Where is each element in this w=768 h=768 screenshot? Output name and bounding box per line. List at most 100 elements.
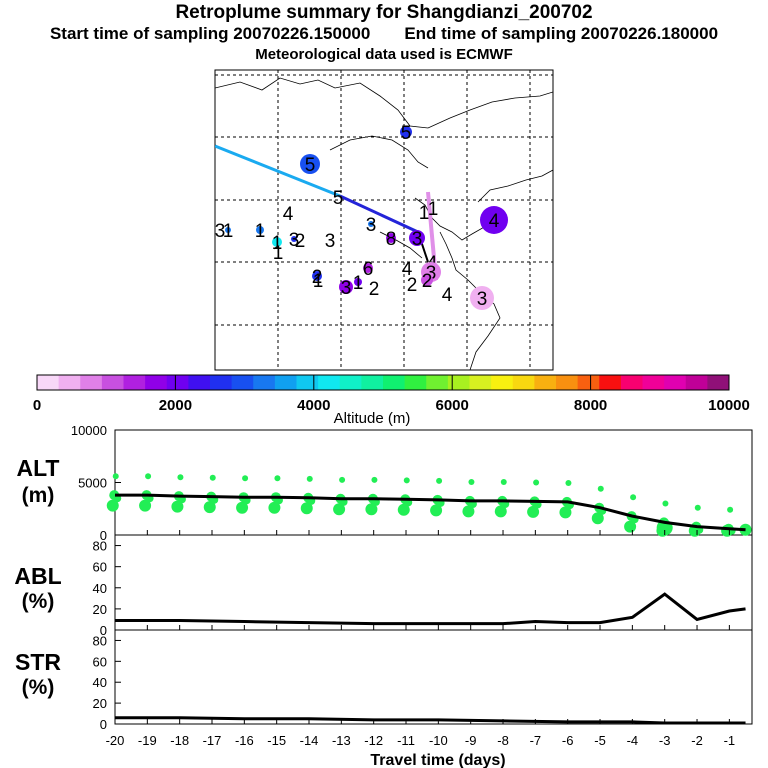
altitude-particle [436, 477, 443, 484]
trajectory-segment [215, 144, 341, 198]
alt-axis-unit: (m) [22, 484, 55, 507]
x-tick-label: -4 [627, 733, 639, 748]
cluster-marker [480, 206, 508, 234]
altitude-particle [527, 505, 540, 518]
colorbar-cell [664, 375, 687, 390]
str-axis-label: STR [15, 649, 61, 675]
colorbar-cell [599, 375, 622, 390]
colorbar-cell [556, 375, 579, 390]
cluster-label: 4 [489, 211, 500, 232]
altitude-particle [533, 479, 540, 486]
colorbar-tick-label: 10000 [708, 397, 750, 414]
altitude-particle [462, 505, 475, 518]
cluster-label: 5 [305, 155, 316, 176]
colorbar-tick-label: 4000 [297, 397, 330, 414]
x-tick-label: -7 [530, 733, 542, 748]
time-series-panels: ALT (m) ABL (%) STR (%) 0 5000 10000 0 20 40 6… [14, 423, 753, 768]
cluster-label: 4 [442, 285, 453, 306]
x-tick-label: -16 [235, 733, 254, 748]
x-tick-label: -10 [429, 733, 448, 748]
altitude-particle [559, 506, 572, 519]
cluster-label: 3 [325, 231, 336, 252]
x-tick-label: -11 [397, 733, 415, 748]
altitude-particle [177, 474, 184, 481]
cluster-label: 3 [341, 278, 352, 299]
abl-y-tick-label: 60 [93, 560, 107, 575]
map-panel: 5554113311431218346243223113423 [214, 69, 554, 371]
cluster-marker [339, 280, 353, 294]
colorbar-cell [447, 375, 470, 390]
colorbar-cell [37, 375, 60, 390]
alt-panel-frame [114, 429, 753, 536]
x-tick-label: -13 [332, 733, 351, 748]
alt-axis-label: ALT [16, 455, 59, 481]
altitude-particle [365, 503, 378, 516]
cluster-marker [354, 278, 362, 286]
colorbar-cell [274, 375, 297, 390]
x-tick-label: -14 [300, 733, 319, 748]
x-tick-label: -1 [724, 733, 736, 748]
str-y-tick-label: 40 [93, 675, 107, 690]
cluster-marker [225, 227, 231, 233]
cluster-marker [272, 237, 282, 247]
colorbar-cell [58, 375, 81, 390]
cluster-marker [421, 274, 433, 286]
abl-series-line [115, 592, 746, 626]
cluster-label: 4 [402, 259, 413, 280]
altitude-particle [662, 500, 669, 507]
cluster-marker [256, 226, 264, 234]
colorbar-cell [426, 375, 449, 390]
colorbar-cell [339, 375, 362, 390]
chart-title: Retroplume summary for Shangdianzi_20070… [175, 2, 593, 23]
colorbar-cell [707, 375, 730, 390]
str-series-line [115, 716, 746, 725]
cluster-label: 2 [422, 271, 433, 292]
cluster-label: 2 [312, 267, 323, 288]
cluster-label: 1 [255, 221, 266, 242]
cluster-marker [368, 221, 374, 227]
x-tick-label: -9 [465, 733, 477, 748]
cluster-marker [363, 263, 373, 273]
cluster-label: 3 [477, 289, 488, 310]
alt-y-tick-label: 0 [100, 528, 107, 543]
trajectory-clusters: 5554113311431218346243223113423 [215, 123, 508, 310]
x-tick-label: -2 [691, 733, 703, 748]
cluster-label: 2 [407, 275, 418, 296]
altitude-particle [203, 501, 216, 514]
cluster-label: 5 [401, 123, 412, 144]
altitude-particle [242, 475, 249, 482]
altitude-particle [403, 477, 410, 484]
altitude-particle [139, 499, 152, 512]
x-tick-label: -19 [138, 733, 157, 748]
altitude-particle [106, 499, 119, 512]
altitude-particle [171, 500, 184, 513]
met-data-label: Meteorological data used is ECMWF [255, 46, 513, 63]
abl-panel-frame [114, 534, 753, 631]
x-tick-label: -15 [267, 733, 286, 748]
altitude-particle [274, 475, 281, 482]
cluster-marker [291, 236, 297, 242]
cluster-label: 1 [428, 199, 439, 220]
cluster-label: 3 [289, 230, 300, 251]
colorbar-cell [491, 375, 514, 390]
cluster-label: 2 [295, 231, 306, 252]
x-tick-label: -18 [170, 733, 189, 748]
altitude-particle [565, 480, 572, 487]
colorbar-cell [620, 375, 643, 390]
altitude-particle [268, 501, 281, 514]
x-tick-label: -6 [562, 733, 574, 748]
cluster-label: 1 [273, 243, 284, 264]
cluster-label: 3 [426, 263, 437, 284]
altitude-particle [300, 502, 313, 515]
altitude-particle [333, 503, 346, 516]
colorbar-cell [404, 375, 427, 390]
altitude-particle [430, 504, 443, 517]
trajectory-segment [339, 194, 419, 234]
x-tick-label: -8 [497, 733, 509, 748]
colorbar-frame [36, 374, 730, 391]
cluster-label: 3 [215, 221, 226, 242]
colorbar-tick-label: 6000 [436, 397, 469, 414]
colorbar-cell [469, 375, 492, 390]
cluster-label: 3 [412, 229, 423, 250]
cluster-label: 4 [283, 204, 294, 225]
